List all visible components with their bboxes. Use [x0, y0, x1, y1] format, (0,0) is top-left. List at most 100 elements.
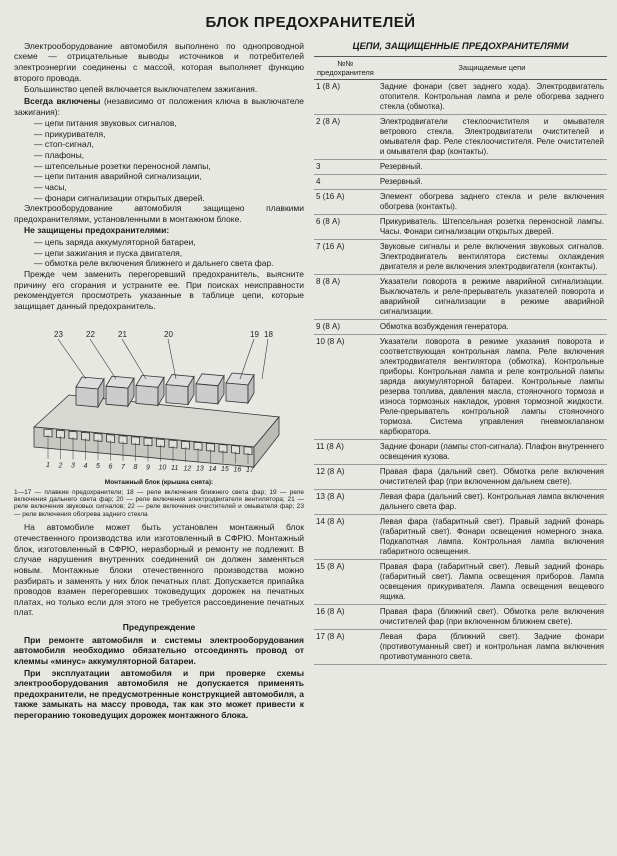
- table-row: 12 (8 А)Правая фара (дальний свет). Обмо…: [314, 465, 607, 490]
- cell-num: 10 (8 А): [314, 335, 377, 440]
- bold-lead: Всегда включены: [24, 96, 100, 106]
- para: Всегда включены (независимо от положения…: [14, 96, 304, 117]
- svg-text:10: 10: [159, 465, 167, 472]
- warning-para: При эксплуатации автомобиля и при провер…: [14, 668, 304, 721]
- svg-text:7: 7: [121, 464, 126, 471]
- cell-num: 11 (8 А): [314, 440, 377, 465]
- svg-text:5: 5: [96, 464, 100, 471]
- table-row: 15 (8 А)Правая фара (габаритный свет). Л…: [314, 560, 607, 605]
- table-row: 7 (16 А)Звуковые сигналы и реле включени…: [314, 240, 607, 275]
- table-row: 6 (8 А)Прикуриватель. Штепсельная розетк…: [314, 215, 607, 240]
- diagram-caption: Монтажный блок (крышка снята):: [14, 479, 304, 487]
- table-row: 8 (8 А)Указатели поворота в режиме авари…: [314, 275, 607, 320]
- table-row: 10 (8 А)Указатели поворота в режиме указ…: [314, 335, 607, 440]
- cell-desc: Задние фонари (лампы стоп-сигнала). Плаф…: [377, 440, 607, 465]
- cell-num: 5 (16 А): [314, 190, 377, 215]
- page-title: БЛОК ПРЕДОХРАНИТЕЛЕЙ: [14, 14, 607, 33]
- bullet-list: — цепи питания звуковых сигналов,— прику…: [14, 118, 304, 203]
- para: Электрооборудование автомобиля защищено …: [14, 203, 304, 224]
- list-item: — цепь заряда аккумуляторной батареи,: [14, 237, 304, 248]
- svg-text:18: 18: [264, 330, 273, 339]
- list-item: — цепи питания аварийной сигнализации,: [14, 171, 304, 182]
- para: Большинство цепей включается выключателе…: [14, 84, 304, 95]
- cell-desc: Обмотка возбуждения генератора.: [377, 320, 607, 335]
- table-row: 4Резервный.: [314, 175, 607, 190]
- left-column: Электрооборудование автомобиля выполнено…: [14, 41, 304, 722]
- table-row: 14 (8 А)Левая фара (габаритный свет). Пр…: [314, 515, 607, 560]
- para: Электрооборудование автомобиля выполнено…: [14, 41, 304, 84]
- svg-text:22: 22: [86, 330, 95, 339]
- para-bold: Не защищены предохранителями:: [14, 225, 304, 236]
- table-row: 11 (8 А)Задние фонари (лампы стоп-сигнал…: [314, 440, 607, 465]
- th-desc: Защищаемые цепи: [377, 57, 607, 80]
- svg-text:1: 1: [46, 462, 50, 469]
- diagram-legend: 1—17 — плавкие предохранители; 18 — реле…: [14, 489, 304, 519]
- svg-text:16: 16: [234, 467, 242, 474]
- svg-text:12: 12: [184, 466, 192, 473]
- cell-num: 8 (8 А): [314, 275, 377, 320]
- table-row: 16 (8 А)Правая фара (ближний свет). Обмо…: [314, 605, 607, 630]
- fuse-table: №№ предохранителя Защищаемые цепи 1 (8 А…: [314, 57, 607, 666]
- cell-num: 13 (8 А): [314, 490, 377, 515]
- cell-num: 7 (16 А): [314, 240, 377, 275]
- cell-desc: Левая фара (ближний свет). Задние фонари…: [377, 630, 607, 665]
- bullet-list: — цепь заряда аккумуляторной батареи,— ц…: [14, 237, 304, 269]
- cell-num: 1 (8 А): [314, 80, 377, 115]
- svg-text:19: 19: [250, 330, 259, 339]
- list-item: — цепи питания звуковых сигналов,: [14, 118, 304, 129]
- cell-num: 2 (8 А): [314, 115, 377, 160]
- fuse-block-diagram: 232221201918 1234567891011121314151617: [14, 317, 304, 477]
- table-row: 5 (16 А)Элемент обогрева заднего стекла …: [314, 190, 607, 215]
- svg-text:4: 4: [84, 463, 88, 470]
- cell-num: 6 (8 А): [314, 215, 377, 240]
- cell-desc: Указатели поворота в режиме аварийной си…: [377, 275, 607, 320]
- svg-text:20: 20: [164, 330, 173, 339]
- cell-desc: Правая фара (ближний свет). Обмотка реле…: [377, 605, 607, 630]
- svg-text:3: 3: [71, 463, 75, 470]
- svg-text:11: 11: [171, 465, 178, 472]
- svg-text:8: 8: [134, 464, 138, 471]
- th-num: №№ предохранителя: [314, 57, 377, 80]
- cell-num: 9 (8 А): [314, 320, 377, 335]
- two-column-layout: Электрооборудование автомобиля выполнено…: [14, 41, 607, 722]
- list-item: — стоп-сигнал,: [14, 139, 304, 150]
- cell-desc: Правая фара (габаритный свет). Левый зад…: [377, 560, 607, 605]
- cell-desc: Электродвигатели стеклоочистителя и омыв…: [377, 115, 607, 160]
- right-column: ЦЕПИ, ЗАЩИЩЕННЫЕ ПРЕДОХРАНИТЕЛЯМИ №№ пре…: [314, 41, 607, 722]
- svg-text:17: 17: [246, 467, 255, 474]
- svg-text:21: 21: [118, 330, 127, 339]
- table-row: 9 (8 А)Обмотка возбуждения генератора.: [314, 320, 607, 335]
- cell-desc: Задние фонари (свет заднего хода). Элект…: [377, 80, 607, 115]
- cell-desc: Правая фара (дальний свет). Обмотка реле…: [377, 465, 607, 490]
- para: Прежде чем заменить перегоревший предохр…: [14, 269, 304, 312]
- table-row: 3Резервный.: [314, 160, 607, 175]
- table-title: ЦЕПИ, ЗАЩИЩЕННЫЕ ПРЕДОХРАНИТЕЛЯМИ: [314, 41, 607, 57]
- svg-text:23: 23: [54, 330, 63, 339]
- list-item: — штепсельные розетки переносной лампы,: [14, 161, 304, 172]
- svg-text:2: 2: [58, 463, 63, 470]
- cell-num: 12 (8 А): [314, 465, 377, 490]
- warning-para: При ремонте автомобиля и системы электро…: [14, 635, 304, 667]
- cell-num: 15 (8 А): [314, 560, 377, 605]
- svg-text:9: 9: [146, 465, 150, 472]
- table-row: 1 (8 А)Задние фонари (свет заднего хода)…: [314, 80, 607, 115]
- cell-desc: Левая фара (дальний свет). Контрольная л…: [377, 490, 607, 515]
- svg-text:6: 6: [109, 464, 113, 471]
- cell-desc: Звуковые сигналы и реле включения звуков…: [377, 240, 607, 275]
- list-item: — обмотка реле включения ближнего и даль…: [14, 258, 304, 269]
- cell-desc: Прикуриватель. Штепсельная розетка перен…: [377, 215, 607, 240]
- cell-desc: Резервный.: [377, 160, 607, 175]
- list-item: — плафоны,: [14, 150, 304, 161]
- svg-text:15: 15: [221, 467, 229, 474]
- cell-num: 4: [314, 175, 377, 190]
- svg-text:14: 14: [209, 466, 217, 473]
- list-item: — часы,: [14, 182, 304, 193]
- cell-num: 16 (8 А): [314, 605, 377, 630]
- table-row: 13 (8 А)Левая фара (дальний свет). Контр…: [314, 490, 607, 515]
- warning-header: Предупреждение: [14, 622, 304, 633]
- cell-num: 17 (8 А): [314, 630, 377, 665]
- table-row: 2 (8 А)Электродвигатели стеклоочистителя…: [314, 115, 607, 160]
- cell-desc: Элемент обогрева заднего стекла и реле в…: [377, 190, 607, 215]
- para: На автомобиле может быть установлен монт…: [14, 522, 304, 618]
- cell-desc: Левая фара (габаритный свет). Правый зад…: [377, 515, 607, 560]
